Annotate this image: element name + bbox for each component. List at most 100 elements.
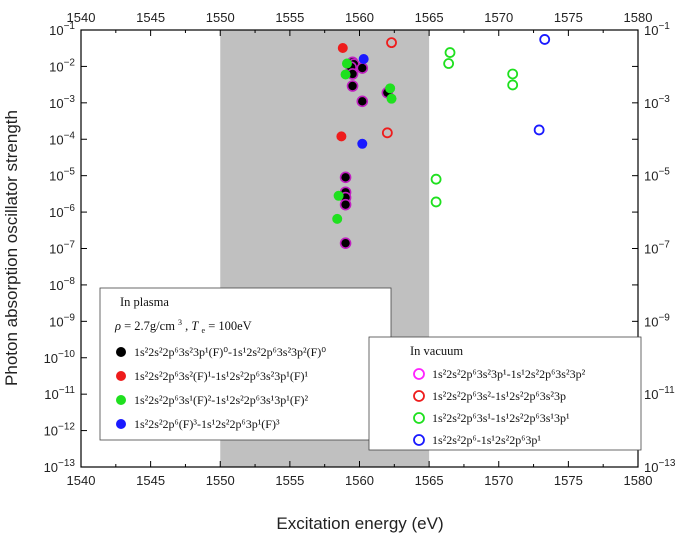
y-axis-title: Photon absorption oscillator strength	[2, 110, 21, 386]
data-point	[339, 171, 352, 184]
y-tick-label: 10−11	[44, 385, 75, 402]
legend-marker-vacuum-magenta	[413, 368, 425, 380]
legend-label-plasma-blue: 1s²2s²2p⁶(F)³-1s¹2s²2p⁶3p¹(F)³	[134, 417, 280, 431]
data-point	[507, 79, 519, 91]
legend-marker-plasma-black	[116, 347, 126, 357]
legend-label-plasma-black: 1s²2s²2p⁶3s²3p¹(F)⁰-1s¹2s²2p⁶3s²3p²(F)⁰	[134, 345, 326, 359]
legend-label-plasma-red: 1s²2s²2p⁶3s²(F)¹-1s¹2s²2p⁶3s²3p¹(F)¹	[134, 369, 308, 383]
y-tick-label: 10−3	[49, 94, 75, 111]
rho-symbol: ρ	[114, 319, 121, 333]
y-tick-label: 10−5	[49, 167, 75, 184]
x-top-tick-label: 1560	[345, 10, 374, 25]
x-tick-label: 1580	[624, 473, 653, 488]
y-right-tick-label: 10−13	[644, 458, 676, 475]
legend-vacuum: In vacuum 1s²2s²2p⁶3s²3p¹-1s¹2s²2p⁶3s²3p…	[368, 336, 642, 451]
legend-plasma: In plasma ρ = 2.7g/cm 3 , T e = 100eV 1s…	[99, 287, 392, 441]
data-point	[507, 68, 519, 80]
legend-marker-vacuum-red	[413, 390, 425, 402]
temperature-symbol: T	[191, 319, 199, 333]
x-top-tick-label: 1575	[554, 10, 583, 25]
rho-exponent: 3	[178, 318, 182, 327]
y-tick-label: 10−9	[49, 312, 75, 329]
data-point	[381, 127, 393, 139]
rho-value: = 2.7g/cm	[124, 319, 175, 333]
y-tick-label: 10−12	[44, 422, 76, 439]
legend-marker-vacuum-green	[413, 412, 425, 424]
legend-label-vacuum-blue: 1s²2s²2p⁶-1s¹2s²2p⁶3p¹	[432, 433, 541, 447]
data-points	[332, 34, 551, 249]
y-right-tick-label: 10−3	[644, 94, 670, 111]
top-axis-ticks: 1540 1545 1550 1555 1560 1565 1570 1575 1580	[67, 10, 653, 36]
y-right-tick-label: 10−5	[644, 167, 670, 184]
legend-marker-plasma-blue	[116, 419, 126, 429]
y-right-tick-label: 10−11	[644, 385, 675, 402]
legend-plasma-box	[99, 287, 392, 441]
x-top-tick-label: 1580	[624, 10, 653, 25]
temperature-subscript: e	[202, 326, 206, 335]
data-point	[386, 37, 397, 49]
legend-marker-plasma-red	[116, 371, 126, 381]
legend-plasma-params: ρ = 2.7g/cm 3 , T e = 100eV	[114, 314, 252, 336]
temperature-value: = 100eV	[208, 319, 252, 333]
x-tick-label: 1550	[206, 473, 235, 488]
y-tick-label: 10−8	[49, 276, 75, 293]
y-right-tick-label: 10−7	[644, 240, 670, 257]
data-point	[332, 213, 343, 224]
data-point	[339, 198, 352, 211]
y-tick-label: 10−2	[49, 57, 75, 74]
data-point	[533, 124, 545, 136]
x-top-tick-label: 1570	[484, 10, 513, 25]
data-point	[357, 138, 368, 149]
data-point	[341, 58, 352, 69]
data-point	[385, 83, 396, 94]
y-tick-label: 10−6	[49, 203, 75, 220]
left-axis-ticks: 10−13 10−12 10−11 10−10 10−9 10−8 10−7 10−6 10−5…	[44, 21, 87, 475]
data-point	[444, 47, 456, 58]
data-point	[337, 43, 348, 54]
y-tick-label: 10−13	[44, 458, 76, 475]
x-tick-label: 1575	[554, 473, 583, 488]
x-axis-title: Excitation energy (eV)	[276, 514, 443, 533]
data-point	[430, 196, 442, 208]
x-tick-label: 1560	[345, 473, 374, 488]
x-tick-label: 1540	[67, 473, 96, 488]
x-top-tick-label: 1545	[136, 10, 165, 25]
data-point	[386, 93, 397, 104]
x-top-tick-label: 1540	[67, 10, 96, 25]
data-point	[539, 34, 551, 45]
data-point	[339, 237, 352, 249]
y-tick-label: 10−7	[49, 240, 75, 257]
legend-marker-plasma-green	[116, 395, 126, 405]
data-point	[356, 62, 369, 74]
x-tick-label: 1555	[275, 473, 304, 488]
data-point	[358, 53, 369, 64]
data-point	[346, 80, 359, 92]
param-separator: ,	[185, 319, 191, 333]
legend-plasma-title: In plasma	[120, 295, 169, 309]
legend-label-vacuum-green: 1s²2s²2p⁶3s¹-1s¹2s²2p⁶3s¹3p¹	[432, 411, 570, 425]
plot-frame	[80, 29, 639, 468]
y-right-tick-label: 10−9	[644, 312, 670, 329]
x-top-tick-label: 1565	[415, 10, 444, 25]
data-point	[336, 131, 347, 142]
legend-vacuum-title: In vacuum	[410, 344, 463, 358]
y-tick-label: 10−10	[44, 349, 76, 366]
data-point	[430, 173, 442, 185]
legend-label-vacuum-magenta: 1s²2s²2p⁶3s²3p¹-1s¹2s²2p⁶3s²3p²	[432, 367, 586, 381]
y-tick-label: 10−4	[49, 130, 75, 147]
right-axis-ticks: 10−13 10−11 10−9 10−7 10−5 10−3 10−1	[632, 21, 676, 475]
x-top-tick-label: 1550	[206, 10, 235, 25]
data-point	[333, 190, 344, 201]
x-tick-label: 1570	[484, 473, 513, 488]
data-point	[340, 69, 351, 80]
data-point	[443, 58, 455, 69]
x-top-tick-label: 1555	[275, 10, 304, 25]
data-point	[356, 95, 369, 108]
x-tick-label: 1565	[415, 473, 444, 488]
x-tick-label: 1545	[136, 473, 165, 488]
y-tick-label: 10−1	[49, 21, 75, 38]
bottom-axis-ticks: 1540 1545 1550 1555 1560 1565 1570 1575 1580	[67, 461, 653, 488]
legend-marker-vacuum-blue	[413, 434, 425, 446]
legend-label-plasma-green: 1s²2s²2p⁶3s¹(F)²-1s¹2s²2p⁶3s¹3p¹(F)²	[134, 393, 308, 407]
